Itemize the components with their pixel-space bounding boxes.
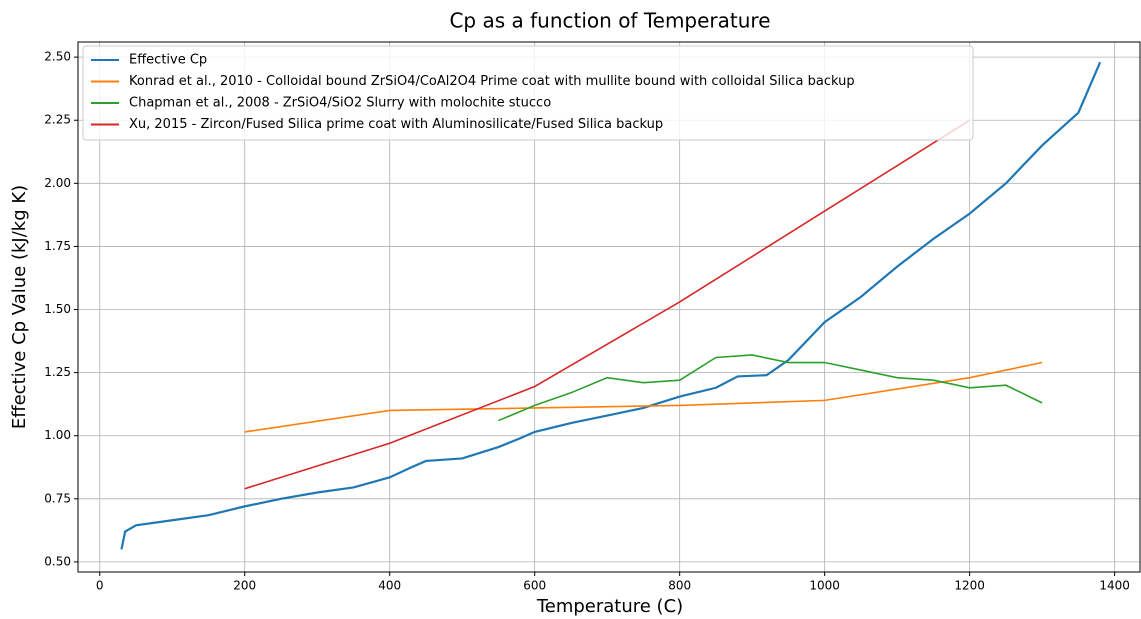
y-tick-label: 2.00 bbox=[44, 176, 71, 190]
x-tick-label: 1000 bbox=[809, 579, 840, 593]
x-tick-label: 200 bbox=[233, 579, 256, 593]
x-tick-label: 600 bbox=[523, 579, 546, 593]
plot-frame bbox=[77, 41, 1141, 573]
chart-title: Cp as a function of Temperature bbox=[449, 9, 770, 33]
y-tick-label: 1.50 bbox=[44, 302, 71, 316]
legend-label: Konrad et al., 2010 - Colloidal bound Zr… bbox=[129, 74, 855, 89]
y-tick-label: 2.50 bbox=[44, 50, 71, 64]
legend-label: Chapman et al., 2008 - ZrSiO4/SiO2 Slurr… bbox=[129, 96, 551, 111]
x-tick-label: 0 bbox=[96, 579, 104, 593]
series-line bbox=[498, 354, 1043, 422]
series-line bbox=[244, 361, 1043, 433]
y-tick-label: 1.25 bbox=[44, 365, 71, 379]
x-tick-label: 800 bbox=[668, 579, 691, 593]
x-tick-label: 1200 bbox=[954, 579, 985, 593]
y-tick-label: 1.00 bbox=[44, 428, 71, 442]
legend-label: Xu, 2015 - Zircon/Fused Silica prime coa… bbox=[129, 117, 663, 132]
legend-label: Effective Cp bbox=[129, 53, 207, 68]
y-axis-label: Effective Cp Value (kJ/kg K) bbox=[9, 185, 30, 429]
x-tick-label: 400 bbox=[378, 579, 401, 593]
y-tick-label: 1.75 bbox=[44, 239, 71, 253]
x-axis-label: Temperature (C) bbox=[536, 596, 683, 617]
y-tick-label: 2.25 bbox=[44, 113, 71, 127]
legend-box bbox=[82, 45, 974, 141]
x-tick-label: 1400 bbox=[1099, 579, 1130, 593]
y-tick-label: 0.75 bbox=[44, 491, 71, 505]
y-tick-label: 0.50 bbox=[44, 554, 71, 568]
series-line bbox=[120, 61, 1102, 550]
series-line bbox=[244, 119, 971, 490]
